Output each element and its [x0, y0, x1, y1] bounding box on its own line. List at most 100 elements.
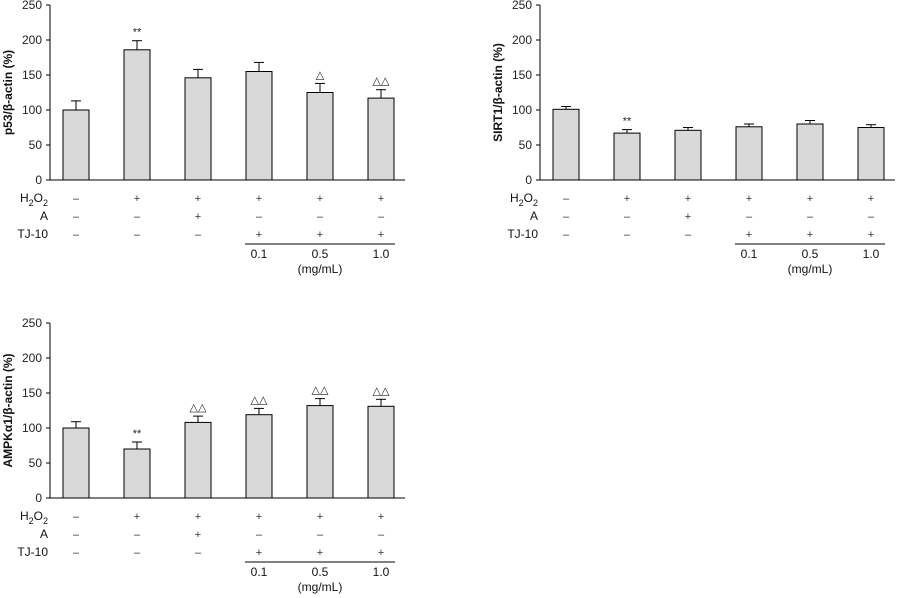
condition-sign: +	[685, 211, 691, 223]
condition-row-label: TJ-10	[507, 227, 538, 241]
condition-row-label: H2O2	[510, 191, 538, 208]
dose-unit: (mg/mL)	[298, 580, 343, 594]
y-tick-label: 200	[22, 33, 42, 47]
y-tick-label: 250	[22, 0, 42, 12]
condition-sign: +	[195, 529, 201, 541]
condition-row-label: H2O2	[20, 191, 48, 208]
condition-sign: +	[317, 193, 323, 205]
significance-marker: △△	[373, 76, 390, 88]
bar	[552, 108, 580, 181]
condition-sign: +	[256, 229, 262, 241]
dose-label: 0.5	[312, 565, 329, 579]
condition-sign: +	[256, 547, 262, 559]
condition-row-label: A	[40, 209, 48, 223]
dose-label: 0.1	[251, 247, 268, 261]
condition-sign: –	[256, 529, 263, 541]
dose-label: 0.1	[741, 247, 758, 261]
bar	[123, 448, 151, 499]
dose-label: 0.1	[251, 565, 268, 579]
condition-sign: –	[317, 529, 324, 541]
condition-sign: +	[317, 511, 323, 523]
condition-sign: –	[195, 229, 202, 241]
y-tick-label: 0	[35, 173, 42, 187]
y-tick-label: 150	[22, 68, 42, 82]
condition-sign: –	[73, 211, 80, 223]
condition-sign: –	[624, 211, 631, 223]
y-axis-label: SIRT1/β-actin (%)	[491, 43, 505, 142]
condition-sign: +	[868, 229, 874, 241]
y-tick-label: 250	[22, 316, 42, 330]
condition-sign: +	[807, 229, 813, 241]
condition-sign: –	[868, 211, 875, 223]
bar	[735, 126, 763, 181]
y-tick-label: 100	[512, 103, 532, 117]
condition-sign: –	[73, 547, 80, 559]
condition-sign: +	[378, 511, 384, 523]
condition-sign: +	[195, 193, 201, 205]
y-axis-label: AMPKα1/β-actin (%)	[1, 353, 15, 467]
chart-panel-3: 0 50 100 150 200 250 AMPKα1/β-actin (%) ** △△ △△ △…	[1, 316, 405, 594]
bar	[245, 71, 273, 181]
y-tick-label: 50	[29, 138, 43, 152]
significance-marker: △△	[190, 402, 207, 414]
condition-sign: +	[807, 193, 813, 205]
condition-sign: +	[256, 193, 262, 205]
dose-label: 0.5	[802, 247, 819, 261]
condition-row-label: A	[40, 527, 48, 541]
y-tick-label: 0	[525, 173, 532, 187]
condition-sign: –	[73, 193, 80, 205]
condition-sign: +	[134, 193, 140, 205]
condition-sign: +	[378, 547, 384, 559]
dose-unit: (mg/mL)	[298, 262, 343, 276]
significance-marker: **	[133, 428, 142, 440]
significance-marker: △△	[251, 394, 268, 406]
bar	[123, 49, 151, 181]
bar	[62, 109, 90, 181]
y-tick-label: 200	[512, 33, 532, 47]
condition-sign: –	[317, 211, 324, 223]
bar	[674, 129, 702, 181]
bar	[857, 127, 885, 181]
condition-row-label: A	[530, 209, 538, 223]
significance-marker: △△	[373, 385, 390, 397]
condition-sign: –	[256, 211, 263, 223]
dose-label: 1.0	[373, 565, 390, 579]
condition-sign: +	[624, 193, 630, 205]
condition-sign: +	[378, 193, 384, 205]
condition-sign: +	[685, 193, 691, 205]
condition-sign: –	[563, 211, 570, 223]
y-tick-label: 100	[22, 103, 42, 117]
bar	[367, 405, 395, 499]
dose-unit: (mg/mL)	[788, 262, 833, 276]
condition-sign: –	[685, 229, 692, 241]
condition-sign: –	[73, 511, 80, 523]
y-axis-label: p53/β-actin (%)	[1, 50, 15, 135]
bar	[306, 405, 334, 499]
condition-sign: +	[195, 211, 201, 223]
bar	[367, 97, 395, 181]
condition-sign: +	[746, 193, 752, 205]
significance-marker: △	[316, 69, 325, 81]
bar	[184, 421, 212, 499]
dose-label: 0.5	[312, 247, 329, 261]
significance-marker: **	[133, 27, 142, 39]
chart-panel-2: 0 50 100 150 200 250 SIRT1/β-actin (%) ** H2O2 – +…	[491, 0, 895, 276]
condition-sign: –	[624, 229, 631, 241]
y-tick-label: 200	[22, 351, 42, 365]
condition-sign: –	[134, 211, 141, 223]
condition-sign: –	[134, 547, 141, 559]
dose-label: 1.0	[373, 247, 390, 261]
y-tick-label: 0	[35, 491, 42, 505]
condition-sign: +	[317, 547, 323, 559]
condition-sign: –	[563, 193, 570, 205]
condition-sign: –	[195, 547, 202, 559]
condition-sign: +	[256, 511, 262, 523]
y-tick-label: 100	[22, 421, 42, 435]
condition-sign: –	[563, 229, 570, 241]
condition-sign: +	[134, 511, 140, 523]
bar	[184, 77, 212, 181]
bar	[62, 427, 90, 499]
condition-sign: +	[868, 193, 874, 205]
condition-row-label: TJ-10	[17, 227, 48, 241]
